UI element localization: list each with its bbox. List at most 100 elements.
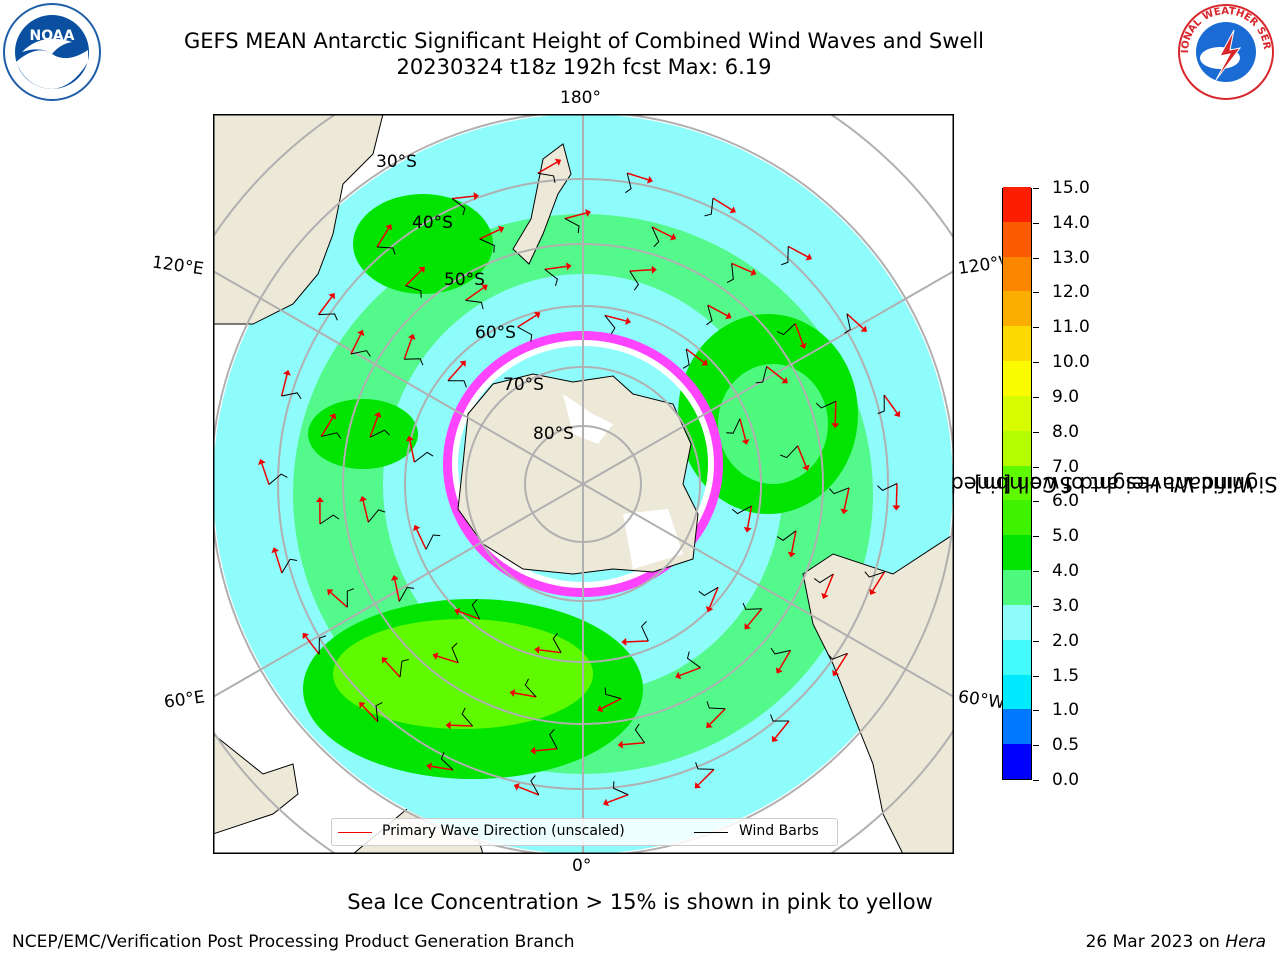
wind-barb: [268, 473, 288, 485]
wind-barb: [318, 313, 338, 321]
wave-direction-arrowhead: [860, 325, 867, 332]
colorbar-segment: [1003, 360, 1031, 396]
colorbar-segment: [1003, 604, 1031, 640]
wind-barb: [726, 263, 734, 283]
colorbar-segment: [1003, 743, 1031, 779]
wind-barb: [346, 588, 355, 608]
wave-direction-legend-label: Primary Wave Direction (unscaled): [382, 823, 625, 839]
wave-direction-arrowhead: [585, 209, 591, 217]
wave-direction-arrow: [518, 786, 540, 796]
lat-label-40s: 40°S: [412, 213, 453, 233]
wave-direction-arrowhead: [473, 192, 479, 201]
wave-direction-arrowhead: [426, 762, 432, 771]
colorbar-tick-label: 6.0: [1052, 491, 1080, 512]
wave-direction-arrow: [787, 245, 808, 258]
wind-barb: [398, 586, 415, 602]
wave-direction-arrowhead: [706, 721, 713, 728]
wave-direction-arrowhead: [258, 458, 266, 465]
wave-direction-arrowhead: [327, 589, 334, 596]
wave-direction-arrowhead: [893, 410, 901, 418]
wave-direction-arrowhead: [675, 671, 682, 680]
wave-direction-arrowhead: [390, 574, 399, 581]
lon-label-upper-right: 120°W: [956, 253, 1004, 279]
wave-direction-arrow: [697, 768, 715, 786]
lat-label-30s: 30°S: [376, 152, 417, 172]
wind-barb: [319, 514, 340, 525]
wave-direction-arrow: [261, 463, 270, 485]
wave-direction-arrowhead: [892, 505, 901, 511]
wave-direction-arrow: [376, 227, 390, 248]
wave-direction-arrow: [731, 262, 753, 273]
wave-direction-arrow: [517, 314, 537, 328]
wave-direction-arrow: [707, 304, 728, 317]
wind-barb: [781, 246, 789, 266]
wind-barb: [629, 270, 640, 291]
wave-direction-arrowhead: [781, 377, 788, 384]
wind-barb: [530, 775, 540, 796]
colorbar-tick: [1033, 780, 1039, 781]
wind-barb: [281, 392, 302, 400]
wave-direction-arrow: [794, 323, 804, 345]
lon-label-upper-left: 120°E: [150, 252, 205, 280]
wave-direction-arrowhead: [787, 551, 796, 558]
wind-barb: [755, 366, 768, 384]
wind-barb: [844, 313, 851, 334]
wave-direction-arrowhead: [617, 740, 623, 749]
colorbar-segment: [1003, 534, 1031, 571]
wave-direction-arrowhead: [694, 782, 702, 789]
wave-direction-arrow: [774, 720, 790, 739]
wave-direction-arrow: [458, 610, 480, 620]
wave-direction-arrowhead: [669, 233, 677, 241]
wave-direction-arrowhead: [373, 411, 382, 418]
wave-direction-arrowhead: [743, 526, 752, 533]
wave-direction-arrow: [450, 724, 473, 727]
wave-direction-arrow: [626, 172, 649, 181]
wave-direction-arrowhead: [597, 704, 604, 713]
wave-direction-arrowhead: [651, 265, 657, 274]
wave-direction-arrowhead: [625, 317, 632, 325]
wind-barb: [375, 702, 383, 722]
wave-direction-arrow: [431, 765, 454, 771]
colorbar-segment: [1003, 465, 1031, 501]
wave-direction-arrowhead: [772, 735, 779, 742]
wave-direction-arrow: [712, 197, 733, 211]
wind-barb: [281, 558, 298, 574]
wave-direction-arrowhead: [385, 224, 392, 231]
wind-barb: [695, 762, 714, 770]
colorbar-tick-label: 4.0: [1052, 561, 1080, 582]
svg-text:NOAA: NOAA: [30, 28, 75, 44]
colorbar-segment: [1003, 186, 1031, 222]
colorbar-tick-label: 5.0: [1052, 526, 1080, 547]
wave-direction-arrow: [766, 365, 785, 381]
wave-direction-arrowhead: [832, 669, 840, 677]
wind-barb-legend-swatch: [694, 832, 728, 833]
wind-barb: [465, 299, 484, 310]
wind-barb: [813, 573, 834, 584]
colorbar-tick-label: 14.0: [1052, 212, 1090, 233]
lat-label-50s: 50°S: [444, 270, 485, 290]
wind-barb: [350, 350, 371, 357]
wave-direction-arrowhead: [418, 266, 425, 274]
wave-direction-arrow: [601, 697, 622, 710]
wave-direction-arrows: [258, 158, 901, 807]
colorbar-tick-label: 0.0: [1052, 770, 1080, 790]
wave-direction-arrow: [778, 650, 792, 670]
colorbar-segment: [1003, 395, 1031, 431]
wave-direction-arrow: [274, 551, 283, 574]
wind-barb: [613, 781, 629, 796]
colorbar-tick-label: 12.0: [1052, 282, 1090, 303]
wave-direction-arrow: [747, 608, 763, 627]
plot-title-line1: GEFS MEAN Antarctic Significant Height o…: [183, 29, 985, 53]
sea-ice-note: Sea Ice Concentration > 15% is shown in …: [347, 890, 933, 914]
wave-direction-arrowhead: [459, 360, 466, 367]
wave-direction-arrowhead: [621, 637, 627, 646]
wave-direction-arrow: [350, 333, 362, 355]
wave-direction-arrowhead: [509, 689, 516, 697]
wave-direction-arrowhead: [445, 721, 451, 730]
wind-barb: [524, 678, 537, 698]
wave-direction-arrowhead: [602, 798, 609, 807]
colorbar-tick: [1033, 362, 1039, 364]
wave-direction-arrowhead: [302, 632, 309, 640]
wave-direction-arrow: [394, 579, 401, 602]
colorbar-tick: [1033, 466, 1039, 468]
